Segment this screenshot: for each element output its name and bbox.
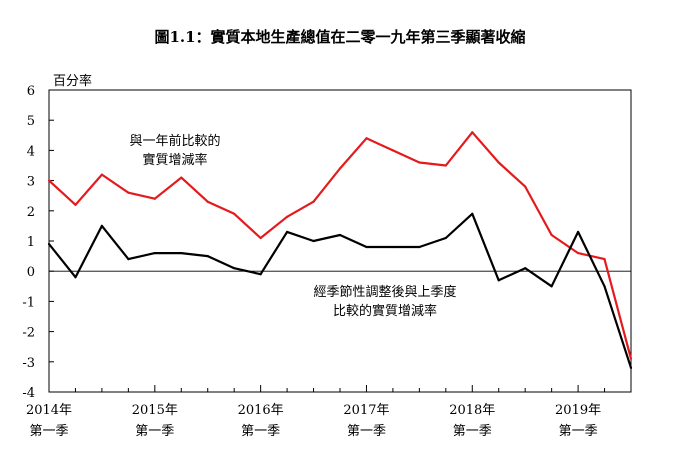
y-tick-label: -2 <box>22 326 35 341</box>
data-point <box>576 230 580 234</box>
x-tick-label-year: 2015年 <box>132 403 178 418</box>
y-tick-label: 1 <box>27 235 35 250</box>
data-point <box>100 173 104 176</box>
data-point <box>629 366 633 369</box>
data-point <box>471 131 474 134</box>
data-point <box>100 224 104 227</box>
series-label-yoy: 實質增減率 <box>142 152 207 168</box>
data-point <box>153 197 156 200</box>
data-point <box>524 185 527 188</box>
x-tick-label-year: 2014年 <box>26 403 72 418</box>
series-label-qoq: 經季節性調整後與上季度 <box>313 284 456 300</box>
y-tick-label: -3 <box>22 356 35 371</box>
data-point <box>444 164 447 167</box>
data-point <box>576 251 580 255</box>
data-point <box>365 137 368 140</box>
data-point <box>603 285 606 288</box>
y-tick-label: 4 <box>27 144 35 159</box>
data-point <box>365 245 368 249</box>
y-tick-label: 5 <box>27 114 35 129</box>
data-point <box>233 212 236 215</box>
data-point <box>180 176 183 179</box>
y-tick-label: 2 <box>27 205 35 220</box>
data-point <box>127 191 130 194</box>
data-point <box>285 230 289 234</box>
data-point <box>338 233 342 237</box>
data-point <box>338 167 342 170</box>
data-point <box>312 239 315 243</box>
data-point <box>206 200 209 203</box>
chart-title: 圖1.1：實質本地生產總值在二零一九年第三季顯著收縮 <box>154 28 526 46</box>
data-point <box>312 200 315 203</box>
data-point <box>391 149 395 152</box>
x-tick-label-quarter: 第一季 <box>29 424 68 439</box>
data-point <box>153 251 156 255</box>
data-point <box>418 245 421 249</box>
data-point <box>127 258 130 261</box>
data-point <box>497 161 500 164</box>
data-point <box>524 267 527 270</box>
series-line-yoy <box>48 131 633 360</box>
y-tick-label: -1 <box>22 295 35 310</box>
data-point <box>550 233 553 237</box>
x-tick-label-year: 2019年 <box>555 403 601 418</box>
x-tick-label-quarter: 第一季 <box>453 424 492 439</box>
data-point <box>444 236 447 240</box>
y-axis: 6 5 4 3 2 1 0 -1 -2 -3 -4 <box>22 84 54 401</box>
x-tick-label-year: 2017年 <box>343 403 389 418</box>
x-tick-label-quarter: 第一季 <box>347 424 386 439</box>
y-axis-label: 百分率 <box>53 73 92 89</box>
x-tick-label-quarter: 第一季 <box>135 424 174 439</box>
data-point <box>47 242 51 246</box>
series-label-yoy: 與一年前比較的 <box>129 133 220 149</box>
data-point <box>603 258 606 261</box>
x-tick-label-quarter: 第一季 <box>241 424 280 439</box>
data-point <box>497 279 500 282</box>
y-tick-label: 3 <box>27 175 35 190</box>
data-point <box>259 236 262 240</box>
y-tick-label: 6 <box>27 84 35 99</box>
data-point <box>629 357 633 360</box>
series-layer <box>47 131 633 369</box>
data-point <box>471 212 474 215</box>
series-label-qoq: 比較的實質增減率 <box>333 303 437 319</box>
y-tick-label: -4 <box>22 386 35 401</box>
data-point <box>47 179 51 182</box>
data-point <box>74 203 77 206</box>
data-point <box>74 276 77 279</box>
x-tick-label-year: 2018年 <box>449 403 495 418</box>
data-point <box>391 245 395 249</box>
data-point <box>285 215 289 218</box>
y-tick-label: 0 <box>27 265 35 280</box>
data-point <box>550 285 553 288</box>
x-tick-label-quarter: 第一季 <box>559 424 598 439</box>
data-point <box>206 255 209 258</box>
data-point <box>233 267 236 270</box>
data-point <box>180 251 183 255</box>
data-point <box>418 161 421 164</box>
x-tick-label-year: 2016年 <box>238 403 284 418</box>
data-point <box>259 273 262 276</box>
